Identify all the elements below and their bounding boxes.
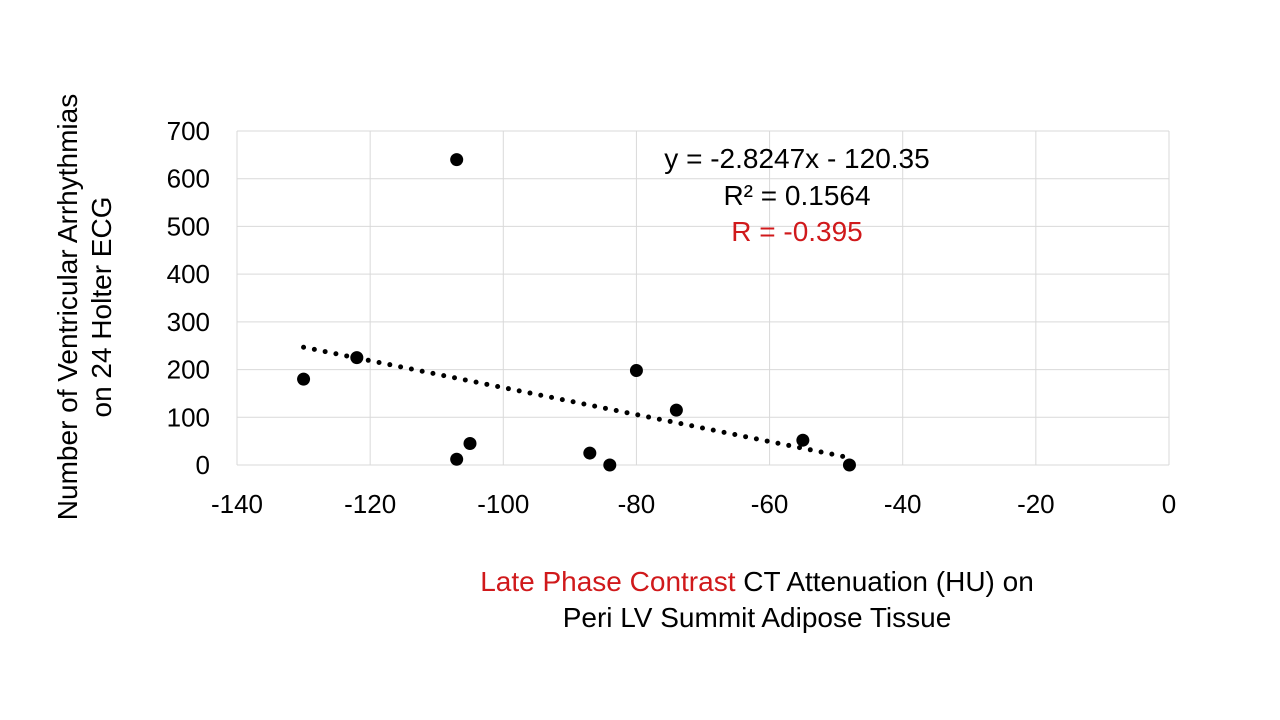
x-tick-label: 0 (1162, 489, 1176, 519)
y-axis-label-line-2: on 24 Holter ECG (86, 196, 117, 418)
data-point (669, 403, 683, 417)
x-tick-label: -100 (477, 489, 529, 519)
x-axis-label-line-2: Peri LV Summit Adipose Tissue (562, 602, 952, 633)
y-tick-label: 200 (167, 355, 210, 385)
data-point (297, 372, 311, 386)
gridlines (236, 130, 1170, 466)
x-tick-label: -60 (751, 489, 789, 519)
x-tick-label: -20 (1017, 489, 1055, 519)
y-tick-label: 600 (167, 164, 210, 194)
x-tick-labels: -140 -120 -100 -80 -60 -40 -20 0 (211, 489, 1176, 519)
y-tick-label: 500 (167, 211, 210, 241)
trendline-group (301, 344, 852, 461)
regression-annotation: y = -2.8247x - 120.35 R² = 0.1564 R = -0… (664, 141, 929, 251)
r-squared-value: R² = 0.1564 (723, 179, 871, 211)
r-value: R = -0.395 (731, 216, 863, 247)
x-tick-label: -120 (344, 489, 396, 519)
data-point (603, 458, 617, 472)
x-tick-label: -40 (884, 489, 922, 519)
data-points (297, 153, 856, 472)
x-tick-label: -80 (618, 489, 656, 519)
y-tick-label: 300 (167, 307, 210, 337)
data-point (463, 437, 477, 451)
y-tick-label: 400 (167, 259, 210, 289)
y-tick-label: 100 (167, 402, 210, 432)
data-point (350, 351, 364, 365)
y-tick-labels: 700 600 500 400 300 200 100 0 (167, 116, 210, 480)
data-point (842, 458, 856, 472)
y-axis-label-line-1: Number of Ventricular Arrhythmias (52, 93, 83, 521)
trendline (301, 344, 852, 461)
y-tick-label: 0 (196, 450, 210, 480)
data-point (796, 433, 810, 447)
y-tick-label: 700 (167, 116, 210, 146)
x-axis-label: Late Phase Contrast CT Attenuation (HU) … (480, 564, 1034, 636)
data-point (629, 364, 643, 378)
x-axis-label-line-1: Late Phase Contrast CT Attenuation (HU) … (480, 564, 1034, 600)
data-point (450, 452, 464, 466)
y-axis-label: Number of Ventricular Arrhythmias on 24 … (0, 0, 117, 520)
data-point (583, 446, 597, 460)
x-tick-label: -140 (211, 489, 263, 519)
regression-equation: y = -2.8247x - 120.35 (664, 143, 930, 174)
x-axis-label-highlight: Late Phase Contrast (480, 566, 736, 597)
x-axis-label-rest: CT Attenuation (HU) on (743, 566, 1034, 597)
data-point (450, 153, 464, 167)
